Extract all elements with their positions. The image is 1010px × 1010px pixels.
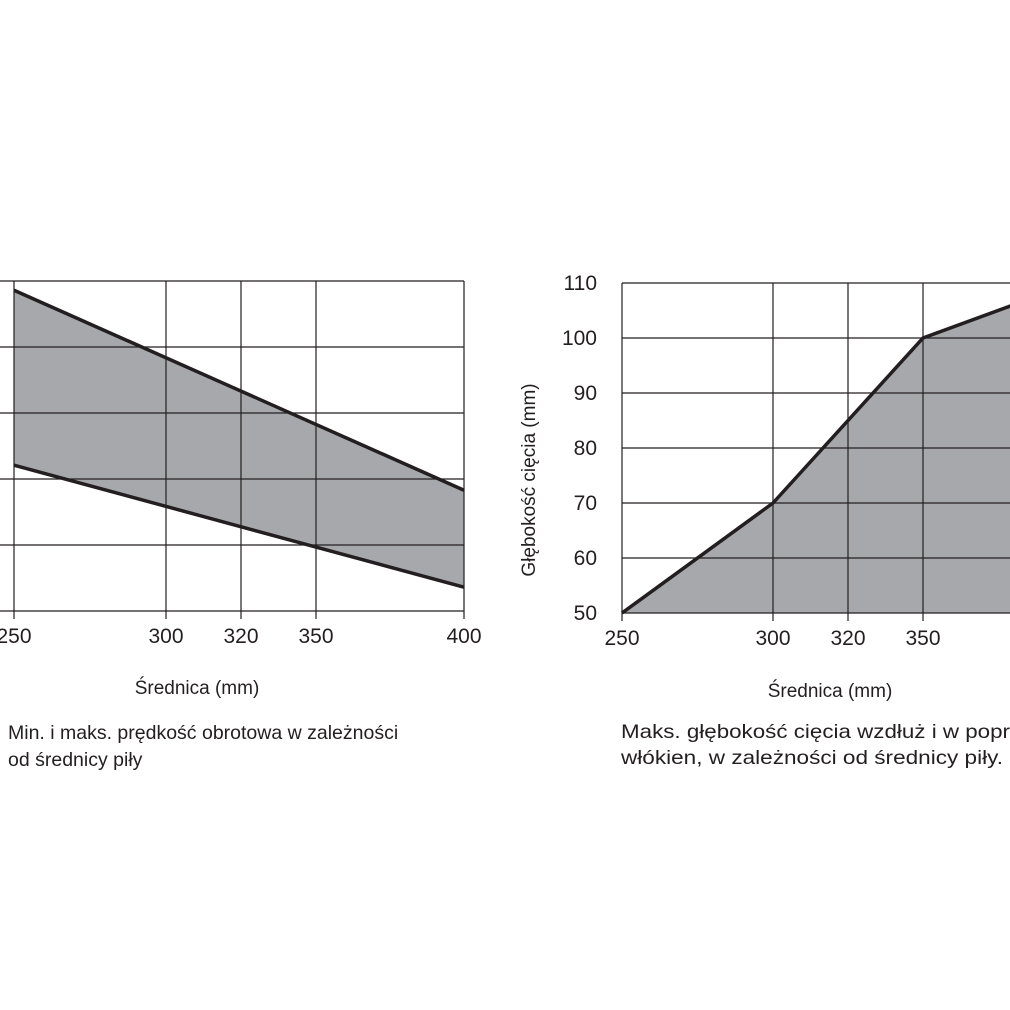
y-tick-label: 90 [574, 382, 597, 405]
x-tick-label: 250 [604, 627, 639, 650]
x-tick-label: 350 [298, 625, 333, 648]
y-tick-label: 100 [562, 327, 597, 350]
x-tick-label: 300 [755, 627, 790, 650]
right-y-axis-label: Głębokość cięcia (mm) [519, 383, 540, 576]
min-speed-line [13, 463, 465, 589]
left-x-axis-label: Średnica (mm) [135, 677, 260, 699]
y-tick-label: 50 [574, 602, 597, 625]
left-caption-line-2: od średnicy piły [8, 749, 143, 771]
right-caption-line-1: Maks. głębokość cięcia wzdłuż i w popr [621, 721, 1010, 743]
max-speed-line [13, 288, 465, 492]
x-tick-label: 250 [0, 625, 32, 648]
y-tick-label: 110 [564, 272, 597, 295]
left-chart: 250 300 320 350 400 [0, 280, 482, 648]
x-tick-label: 350 [905, 627, 940, 650]
x-tick-label: 320 [223, 625, 258, 648]
y-tick-label: 60 [574, 547, 597, 570]
max-depth-line [620, 304, 1010, 615]
right-chart: 50 60 70 80 90 100 110 250 300 320 350 [562, 272, 1010, 650]
right-caption-line-2: włókien, w zależności od średnicy piły. [620, 747, 1003, 769]
x-tick-label: 320 [830, 627, 865, 650]
left-caption-line-1: Min. i maks. prędkość obrotowa w zależno… [8, 722, 398, 744]
range-area [14, 290, 464, 588]
x-tick-label: 400 [446, 625, 481, 648]
right-x-axis-label: Średnica (mm) [768, 680, 893, 702]
y-tick-label: 80 [574, 437, 597, 460]
x-tick-label: 300 [148, 625, 183, 648]
depth-area [622, 306, 1010, 613]
y-tick-label: 70 [574, 492, 597, 515]
